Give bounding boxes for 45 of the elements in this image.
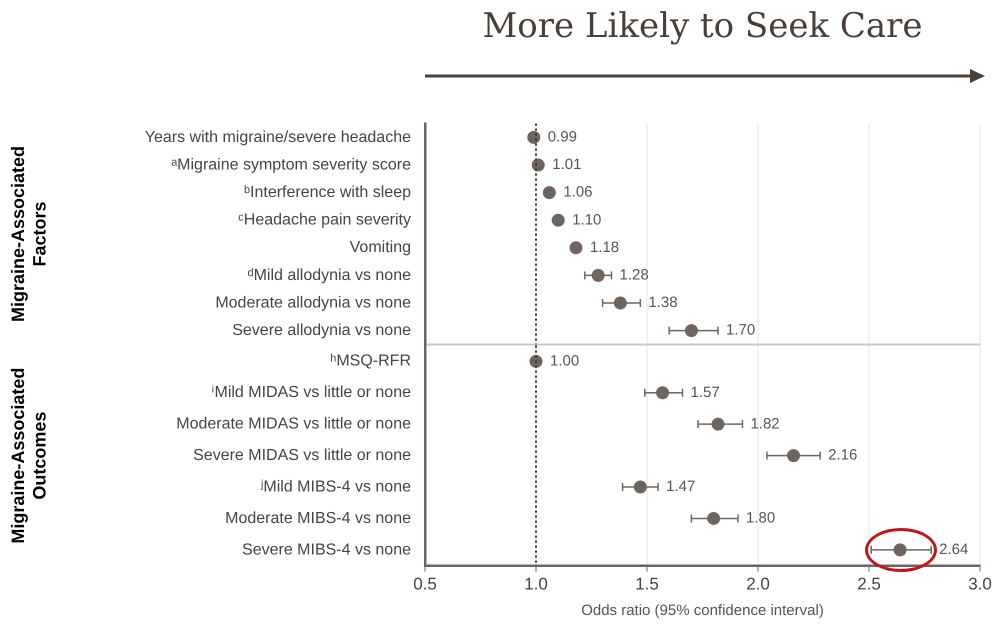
x-tick-label: 1.0 (524, 574, 548, 594)
x-tick-label: 0.5 (413, 574, 437, 594)
y-tick-label: Severe allodynia vs none (232, 322, 412, 340)
x-tick-label: 3.0 (968, 574, 992, 594)
y-tick-label: Moderate allodynia vs none (215, 294, 412, 312)
chart-title: More Likely to Seek Care (481, 6, 924, 46)
point (542, 186, 556, 200)
y-tick-label: Moderate MIBS-4 vs none (225, 510, 412, 527)
y-tick-label: ᵇInterference with sleep (244, 184, 412, 202)
point (569, 241, 582, 254)
y-tick-label: ⁱMild MIDAS vs little or none (211, 384, 412, 402)
data-label: 1.01 (552, 156, 582, 174)
y-tick-label: ʲMild MIBS-4 vs none (260, 478, 412, 496)
x-tick-label: 2.0 (746, 574, 770, 594)
data-label: 1.06 (563, 184, 593, 201)
y-tick-label: Severe MIDAS vs little or none (193, 447, 412, 464)
x-tick-label: 2.5 (857, 574, 881, 594)
point (532, 158, 545, 172)
y-tick-label: Moderate MIDAS vs little or none (176, 416, 412, 433)
y-tick-label: Vomiting (350, 239, 411, 256)
data-label: 1.57 (690, 384, 720, 401)
y-tick-label: Years with migraine/severe headache (144, 128, 412, 146)
data-label: 2.64 (939, 541, 968, 558)
data-label: 2.16 (828, 446, 858, 464)
data-label: 1.28 (619, 266, 649, 284)
data-label: 1.38 (648, 294, 678, 312)
data-label: 1.00 (550, 352, 580, 370)
data-label: 1.82 (750, 415, 780, 432)
x-axis-title: Odds ratio (95% confidence interval) (581, 602, 824, 620)
data-label: 1.80 (746, 510, 776, 527)
x-tick-label: 1.5 (635, 574, 659, 594)
data-label: 1.18 (590, 238, 620, 256)
y-axis-title: Migraine-Associated Factors (8, 146, 50, 322)
data-label: 1.47 (666, 478, 696, 496)
data-label: 0.99 (548, 128, 577, 146)
point (527, 130, 540, 144)
y-tick-label: ʰMSQ-RFR (330, 352, 411, 370)
y-tick-label: Severe MIBS-4 vs none (242, 541, 412, 558)
point (552, 214, 565, 227)
y-tick-label: ᶜHeadache pain severity (238, 212, 411, 229)
data-label: 1.10 (572, 211, 602, 228)
y-axis-title: Migraine-Associated Outcomes (8, 368, 50, 544)
data-label: 1.70 (726, 322, 756, 339)
y-tick-label: ᵃMigraine symptom severity score (171, 156, 412, 174)
y-tick-label: ᵈMild allodynia vs none (248, 266, 412, 284)
